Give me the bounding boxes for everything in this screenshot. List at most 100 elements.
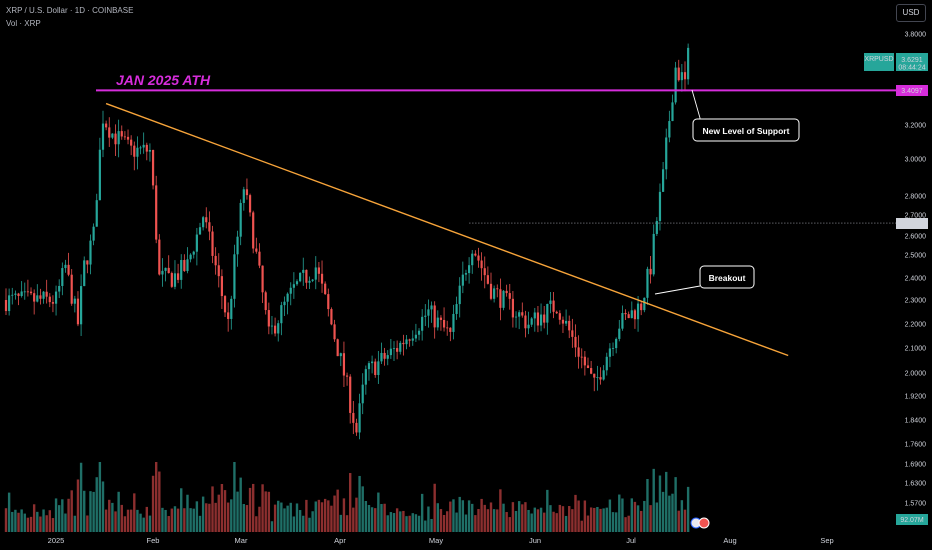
volume-bar xyxy=(614,512,618,532)
volume-bar xyxy=(226,502,230,532)
symbol-title: XRP / U.S. Dollar · 1D · COINBASE xyxy=(6,6,134,15)
candle xyxy=(458,277,461,318)
candle xyxy=(408,338,411,347)
volume-bar xyxy=(236,491,239,532)
volume-bar xyxy=(126,509,130,532)
breakout-callout[interactable]: Breakout xyxy=(654,265,755,295)
volume-bar xyxy=(574,494,577,532)
event-icons[interactable] xyxy=(690,517,710,529)
candle xyxy=(518,310,521,330)
volume-bar xyxy=(380,504,383,532)
volume-bar xyxy=(283,508,286,532)
volume-bar xyxy=(514,510,518,532)
volume-bar xyxy=(67,498,70,532)
candle xyxy=(189,253,192,263)
candle xyxy=(239,199,242,246)
candle xyxy=(593,373,596,392)
volume-bar xyxy=(302,515,305,532)
candle xyxy=(198,222,202,235)
y-axis[interactable]: 3.80003.60003.40003.20003.00002.80002.70… xyxy=(905,32,927,508)
support-callout[interactable]: New Level of Support xyxy=(691,89,800,142)
volume-bar xyxy=(117,491,120,532)
candle xyxy=(83,256,86,287)
candle xyxy=(277,320,280,342)
candle xyxy=(590,360,593,375)
volume-bar xyxy=(499,489,502,532)
volume-bar xyxy=(217,494,220,532)
ath-price-tag: 3.4097 xyxy=(896,85,928,96)
candle xyxy=(148,143,152,162)
candle xyxy=(455,296,458,320)
candle xyxy=(671,94,674,122)
candle xyxy=(242,186,245,211)
volume-bar xyxy=(251,483,255,532)
x-tick-label: Aug xyxy=(723,536,736,545)
candle xyxy=(205,207,208,229)
candle xyxy=(133,141,136,171)
volume-bar xyxy=(114,511,117,532)
volume-bar xyxy=(524,502,527,532)
volume-bar xyxy=(677,510,680,532)
candle xyxy=(439,315,443,331)
candle xyxy=(236,230,239,267)
candle xyxy=(508,284,511,310)
volume-bar xyxy=(233,462,236,532)
volume-bar xyxy=(104,509,108,532)
candle xyxy=(399,340,402,355)
volume-bar xyxy=(214,502,217,532)
candle xyxy=(658,183,662,231)
candle xyxy=(674,61,677,105)
candle xyxy=(421,309,424,341)
x-axis[interactable]: 2025 Feb Mar Apr May Jun Jul Aug Sep xyxy=(48,536,834,545)
candle xyxy=(273,317,277,337)
volume-bar xyxy=(26,517,30,532)
volume-bar xyxy=(361,486,364,532)
volume-bar xyxy=(417,515,421,532)
volume-bar xyxy=(589,507,593,532)
last-price-countdown: 08:44:24 xyxy=(898,65,925,72)
volume-legend: Vol · XRP xyxy=(6,19,41,28)
candle xyxy=(646,266,649,305)
trendline[interactable] xyxy=(105,102,789,357)
x-tick-label: Jul xyxy=(626,536,636,545)
candle xyxy=(142,132,145,154)
candle xyxy=(361,373,364,415)
volume-bar xyxy=(51,518,55,532)
volume-bar xyxy=(458,496,461,532)
currency-button[interactable]: USD xyxy=(896,4,926,22)
candle xyxy=(630,301,633,319)
volume-bar xyxy=(546,489,549,532)
volume-bar xyxy=(111,502,114,532)
volume-bar xyxy=(683,509,687,532)
candle xyxy=(561,316,565,334)
candle xyxy=(539,303,543,332)
candle xyxy=(233,244,236,308)
candle xyxy=(70,269,73,306)
candle xyxy=(367,361,371,381)
volume-bar xyxy=(261,484,264,532)
volume-bar xyxy=(583,500,587,532)
candle xyxy=(505,284,508,297)
volume-bar xyxy=(593,507,596,532)
volume-bar xyxy=(320,502,324,532)
candle xyxy=(130,135,133,156)
volume-bar xyxy=(464,514,468,532)
volume-bar xyxy=(345,515,349,532)
volume-bar xyxy=(286,505,289,532)
candle xyxy=(173,260,177,290)
candle xyxy=(333,319,336,342)
volume-bar xyxy=(42,509,45,532)
volume-bar xyxy=(289,502,292,532)
candle xyxy=(392,341,396,362)
x-tick-label: 2025 xyxy=(48,536,65,545)
candle xyxy=(170,271,173,288)
volume-bar xyxy=(383,503,386,532)
candle xyxy=(605,352,608,376)
breakout-label: Breakout xyxy=(709,273,746,283)
volume-bar xyxy=(671,493,674,532)
candle xyxy=(558,310,561,325)
volume-bar xyxy=(323,498,327,532)
volume-bar xyxy=(161,507,164,532)
y-tick-label: 2.0000 xyxy=(905,371,927,378)
